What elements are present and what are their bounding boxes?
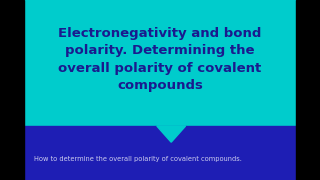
Text: How to determine the overall polarity of covalent compounds.: How to determine the overall polarity of… <box>34 156 242 163</box>
Bar <box>0 0 24 180</box>
Bar <box>24 0 296 126</box>
Text: Electronegativity and bond
polarity. Determining the
overall polarity of covalen: Electronegativity and bond polarity. Det… <box>58 27 262 92</box>
Bar <box>296 0 320 180</box>
Bar <box>24 126 296 180</box>
Polygon shape <box>157 126 186 142</box>
